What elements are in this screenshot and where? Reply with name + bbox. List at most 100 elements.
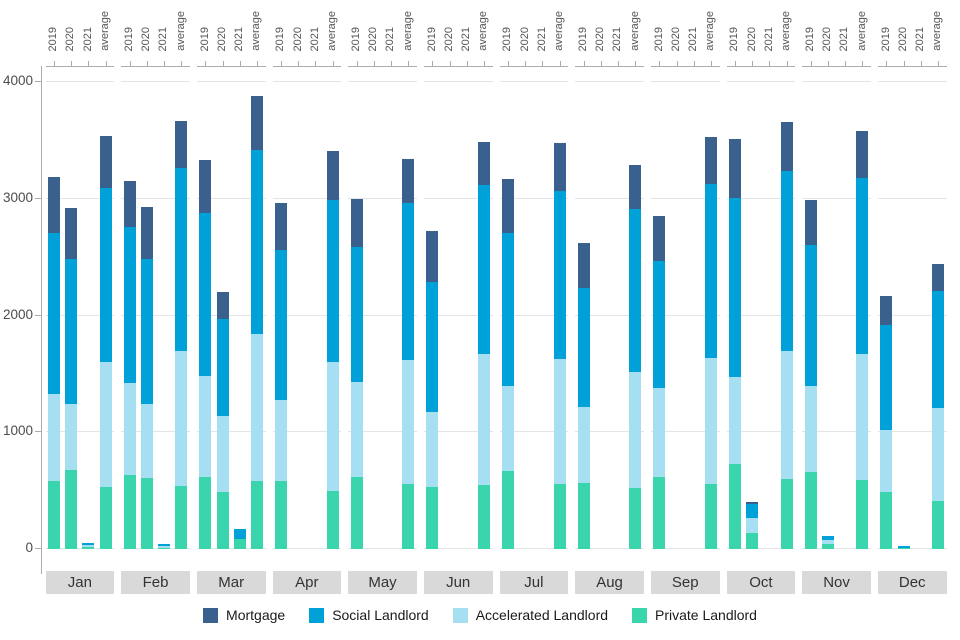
top-axis-tick [256,61,258,66]
segment-mortgage [326,150,339,200]
legend-item-private-landlord: Private Landlord [632,607,757,623]
top-axis-label: 2021 [838,26,851,51]
segment-mortgage [123,181,136,227]
segment-accelerated [804,385,817,472]
gridline [802,314,871,316]
gridline [650,314,720,316]
gridline [196,197,266,199]
segment-private [477,484,490,549]
bar-dec-average [931,264,944,549]
bar-jan-average [99,135,112,549]
segment-private [880,492,893,549]
y-tick-label: 2000 [2,306,33,322]
segment-social [250,149,263,335]
top-axis-label: 2019 [274,26,287,51]
gridline [45,548,115,549]
segment-mortgage [804,199,817,246]
bar-feb-2021 [158,543,171,549]
segment-mortgage [140,206,153,260]
gridline [877,548,947,549]
segment-social [729,197,742,378]
segment-private [553,483,566,549]
bar-nov-average [856,131,869,549]
segment-mortgage [931,264,944,291]
facet-strip-may: May [348,571,417,594]
segment-mortgage [629,164,642,210]
top-axis-tick [710,61,712,66]
facet-panel [272,67,342,549]
segment-mortgage [880,295,893,326]
segment-private [99,487,112,549]
facet-panel [877,67,947,549]
segment-private [82,547,95,549]
top-axis-tick [391,61,393,66]
bar-jul-average [553,142,566,549]
top-axis-tick [920,61,922,66]
top-axis-tick [88,61,90,66]
gridline [575,197,644,199]
gridline [802,81,871,82]
segment-private [158,547,171,549]
gridline [348,548,417,549]
segment-accelerated [577,406,590,484]
legend-item-social-landlord: Social Landlord [309,607,429,623]
segment-mortgage [553,142,566,191]
segment-private [629,488,642,549]
top-axis-label: 2021 [157,26,170,51]
facet-aug: 2019 2020 2021 average Aug [575,0,644,594]
facet-dec: 2019 2020 2021 average Dec [877,0,947,594]
top-axis-label: 2020 [215,26,228,51]
gridline [196,548,266,549]
legend: Mortgage Social Landlord Accelerated Lan… [0,607,960,623]
segment-social [426,281,439,413]
bar-aug-average [629,164,642,549]
segment-accelerated [250,334,263,482]
facet-jun: 2019 2020 2021 average Jun [423,0,493,594]
gridline [423,81,493,82]
top-axis-tick [146,61,148,66]
segment-accelerated [502,385,515,471]
segment-social [931,291,944,408]
top-axis-line [802,54,871,67]
gridline [423,197,493,199]
top-axis-tick [827,61,829,66]
bar-nov-2020 [821,535,834,549]
gridline [726,314,796,316]
top-axis-label: average [98,11,111,51]
top-axis-label: 2021 [308,26,321,51]
top-axis-label: average [250,11,263,51]
segment-social [233,529,246,540]
segment-mortgage [729,139,742,198]
segment-private [780,478,793,549]
segment-accelerated [216,415,229,492]
segment-private [275,480,288,549]
segment-private [123,475,136,549]
top-axis-label: 2020 [896,26,909,51]
segment-mortgage [746,501,759,505]
top-axis-label: 2021 [687,26,700,51]
top-axis-tick [129,61,131,66]
top-axis-label: 2019 [652,26,665,51]
bar-mar-2021 [233,529,246,549]
bar-jun-average [477,141,490,549]
top-axis-tick [466,61,468,66]
facet-sep: 2019 2020 2021 average Sep [650,0,720,594]
top-axis-tick [862,61,864,66]
segment-private [350,476,363,549]
gridline [45,197,115,199]
top-axis-tick [693,61,695,66]
top-axis-tick [559,61,561,66]
facet-may: 2019 2020 2021 average May [348,0,417,594]
segment-private [804,471,817,549]
top-axis-label: 2020 [594,26,607,51]
segment-accelerated [48,393,61,482]
top-axis-label: 2021 [384,26,397,51]
top-axis-label: average [704,11,717,51]
segment-social [82,542,95,545]
gridline [877,197,947,199]
gridline [121,548,190,549]
segment-private [402,483,415,549]
top-axis-line [499,54,569,67]
gridline [802,548,871,549]
segment-private [199,476,212,549]
